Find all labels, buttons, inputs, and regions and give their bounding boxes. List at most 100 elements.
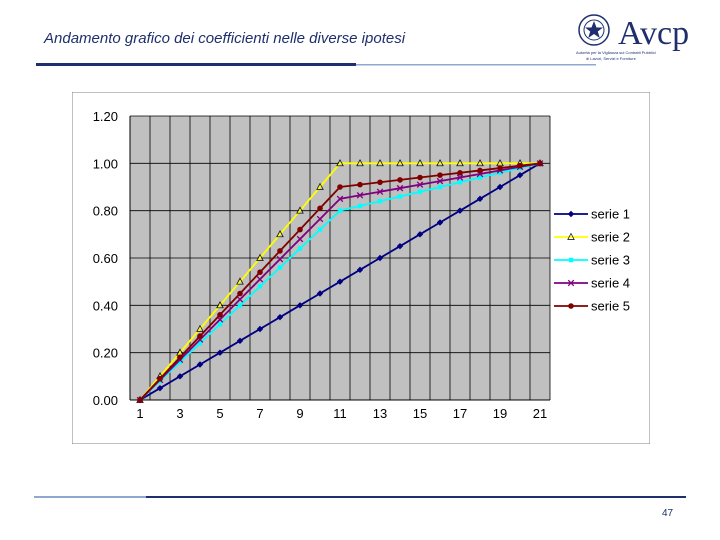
data-point	[457, 170, 463, 176]
data-point	[476, 195, 484, 203]
data-point	[296, 206, 304, 214]
slide-title: Andamento grafico dei coefficienti nelle…	[44, 30, 406, 47]
logo-subtitle-line-1: Autorità per la Vigilanza sui Contratti …	[576, 50, 656, 55]
data-point	[436, 219, 444, 226]
data-point	[336, 159, 344, 167]
data-point	[216, 349, 224, 356]
data-point	[497, 165, 503, 171]
x-tick-label: 1	[136, 406, 143, 421]
data-point	[157, 375, 163, 382]
data-point	[417, 174, 423, 181]
series-5	[137, 160, 543, 403]
data-point	[177, 359, 183, 365]
data-point	[477, 167, 483, 174]
legend-item: serie 1	[554, 207, 630, 222]
data-point	[456, 207, 464, 214]
data-point	[276, 230, 284, 238]
x-tick-label: 7	[256, 406, 263, 421]
line-chart: 0.000.200.400.600.801.001.201 3 5 7 9 11 13 15 1…	[72, 92, 650, 444]
footer-rule	[34, 496, 686, 498]
data-point	[336, 278, 344, 285]
data-point	[177, 354, 183, 361]
y-tick-label: 0.80	[93, 204, 118, 219]
data-point	[436, 177, 444, 185]
data-point	[516, 171, 524, 179]
data-point	[317, 227, 323, 232]
x-tick-label: 5	[216, 406, 223, 421]
data-point	[316, 215, 324, 223]
data-point	[197, 333, 203, 339]
legend-marker	[568, 303, 574, 309]
data-point	[396, 159, 404, 167]
title-rule	[36, 63, 596, 66]
data-point	[256, 325, 264, 333]
x-tick-label: 15	[413, 406, 427, 421]
data-point	[397, 194, 403, 199]
data-point	[416, 159, 424, 167]
series-3	[137, 161, 543, 403]
legend-item: serie 4	[554, 276, 630, 291]
legend: serie 1 serie 2 serie 3 serie 4 serie 5	[554, 207, 630, 314]
data-point	[217, 322, 223, 327]
y-tick-label: 0.00	[93, 393, 118, 408]
y-tick-label: 1.00	[93, 156, 118, 171]
data-point	[276, 313, 284, 321]
data-point	[196, 324, 204, 332]
data-point	[257, 284, 263, 289]
series-line	[139, 162, 540, 401]
data-point	[236, 277, 244, 285]
data-point	[396, 184, 404, 192]
x-tick-label: 11	[333, 406, 347, 421]
data-point	[357, 181, 363, 188]
legend-label: serie 2	[591, 230, 630, 245]
data-point	[476, 159, 484, 167]
data-point	[437, 184, 443, 190]
data-point	[296, 235, 304, 243]
x-tick-label: 13	[373, 406, 387, 421]
data-point	[517, 162, 523, 169]
emblem-icon	[578, 14, 610, 46]
data-point	[256, 276, 264, 283]
data-point	[337, 208, 343, 213]
data-point	[377, 179, 383, 186]
data-point	[297, 226, 303, 233]
data-point	[316, 290, 324, 297]
data-point	[416, 181, 424, 188]
legend-label: serie 5	[591, 299, 630, 314]
data-point	[236, 296, 244, 303]
logo-name: Avcp	[618, 15, 689, 52]
data-point	[376, 188, 384, 195]
series-layer	[136, 159, 544, 404]
logo-subtitle-line-2: di Lavori, Servizi e Forniture	[586, 56, 637, 61]
data-point	[337, 184, 343, 190]
data-point	[216, 301, 224, 309]
data-point	[316, 182, 324, 190]
data-point	[416, 231, 424, 238]
legend-marker	[567, 210, 575, 218]
data-point	[497, 170, 503, 175]
data-point	[457, 180, 463, 185]
data-point	[277, 248, 283, 254]
data-point	[137, 397, 143, 403]
data-point	[437, 172, 443, 178]
data-point	[396, 242, 404, 250]
tick-labels: 0.000.200.400.600.801.001.201 3 5 7 9 11 13 15 1…	[93, 109, 548, 421]
data-point	[356, 266, 364, 274]
data-point	[277, 265, 283, 270]
data-point	[436, 159, 444, 167]
page-number: 47	[662, 508, 674, 519]
data-point	[276, 255, 284, 263]
data-point	[356, 159, 364, 167]
data-point	[236, 337, 244, 345]
legend-label: serie 3	[591, 253, 630, 268]
x-tick-label: 17	[453, 406, 467, 421]
data-point	[537, 160, 543, 167]
legend-label: serie 1	[591, 207, 630, 222]
y-tick-label: 0.60	[93, 251, 118, 266]
data-point	[376, 159, 384, 167]
data-point	[237, 290, 243, 297]
legend-marker	[568, 257, 574, 263]
data-point	[237, 303, 243, 308]
y-tick-label: 0.20	[93, 346, 118, 361]
x-tick-label: 19	[493, 406, 507, 421]
